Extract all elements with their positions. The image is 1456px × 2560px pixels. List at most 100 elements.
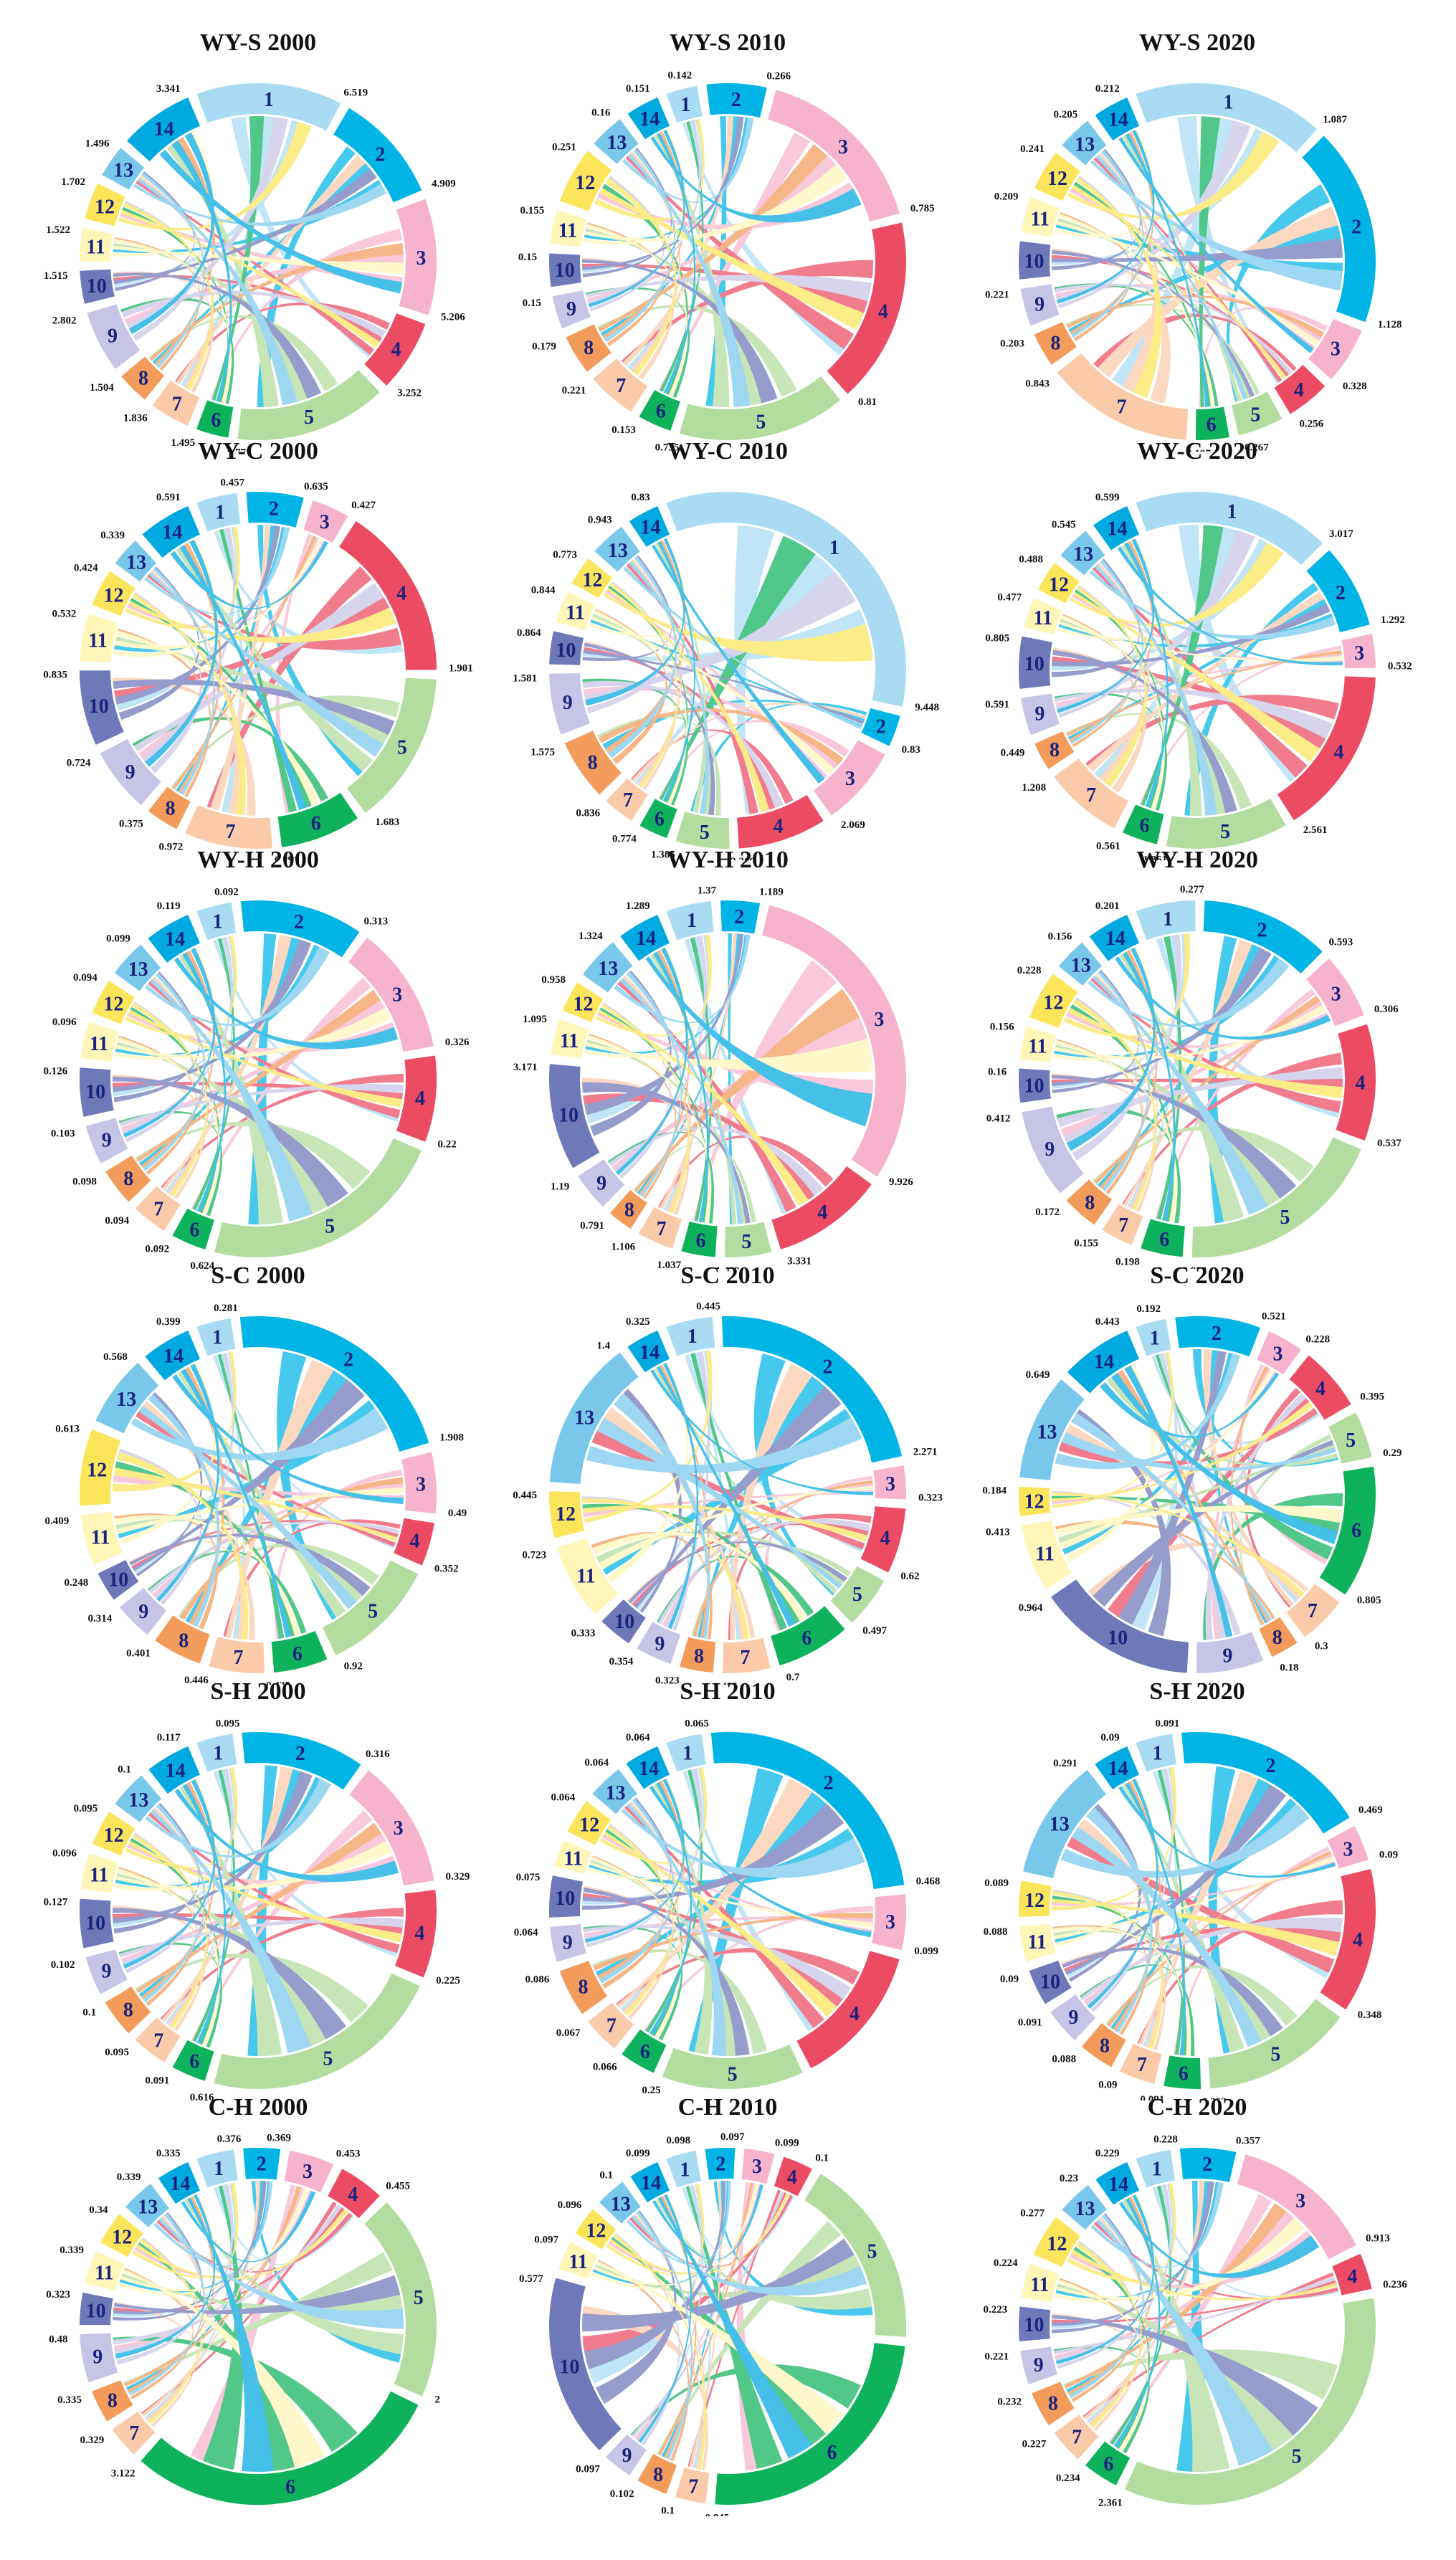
chord-ribbon	[584, 164, 847, 242]
segment-value-label: 0.49	[448, 1508, 467, 1519]
segment-label: 10	[1024, 2314, 1045, 2336]
segment-value-label: 1.095	[523, 1014, 547, 1025]
segment-value-label: 0.943	[588, 515, 612, 526]
segment-arc	[110, 2409, 158, 2457]
chord-diagram: 10.09120.46930.0940.34850.36260.09170.09…	[984, 1718, 1398, 2100]
segment-value-label: 1.37	[698, 885, 717, 897]
segment-arc	[619, 2027, 669, 2075]
segment-arc	[1088, 913, 1141, 963]
segment-label: 9	[563, 1932, 573, 1954]
chord-ribbon	[1094, 564, 1217, 816]
segment-value-label: 0.102	[610, 2488, 634, 2500]
segment-value-label: 0.201	[1095, 900, 1120, 912]
chord-ribbon	[690, 1353, 787, 1631]
chord-ribbon	[1052, 2280, 1336, 2323]
chord-ribbon	[159, 149, 403, 294]
segment-arc	[194, 900, 238, 943]
chord-ribbon	[126, 117, 288, 330]
segment-label: 8	[578, 1976, 588, 1999]
chord-ribbon	[586, 222, 664, 347]
chord-ribbon	[133, 184, 387, 227]
segment-label: 12	[103, 584, 123, 606]
chord-ribbon	[1098, 206, 1338, 378]
segment-value-label: 0.16	[591, 107, 611, 118]
segment-label: 6	[827, 2442, 837, 2464]
segment-label: 11	[88, 630, 107, 652]
chord-ribbon	[1226, 184, 1331, 402]
segment-label: 8	[588, 752, 598, 774]
segment-label: 12	[556, 1503, 576, 1526]
segment-arc	[576, 1157, 627, 1209]
chord-ribbon	[621, 1808, 865, 1878]
segment-label: 2	[1351, 216, 1361, 239]
segment-value-label: 0.401	[126, 1648, 151, 1660]
chord-ribbon	[113, 679, 395, 736]
chord-ribbon	[1138, 1771, 1259, 2045]
segment-label: 13	[598, 958, 618, 980]
segment-value-label: 0.098	[666, 2135, 690, 2146]
chord-ribbon	[684, 938, 792, 1214]
segment-arc	[1027, 971, 1080, 1030]
segment-arc	[1022, 596, 1065, 637]
chord-ribbon	[1062, 1947, 1283, 2037]
segment-value-label: 0.156	[1048, 931, 1072, 942]
ribbon-layer	[1052, 933, 1343, 1224]
chord-ribbon	[132, 594, 246, 816]
chord-ribbon	[624, 1805, 824, 2029]
segment-arc	[78, 1066, 116, 1119]
chord-ribbon	[1063, 1925, 1342, 1973]
segment-arc	[664, 2149, 703, 2190]
segment-value-label: 0.067	[556, 2027, 581, 2039]
chord-ribbon	[1056, 530, 1255, 710]
segment-value-label: 0.091	[1140, 2094, 1164, 2100]
segment-value-label: 0.328	[1343, 381, 1367, 392]
chord-ribbon	[1075, 2242, 1142, 2428]
segment-value-label: 0.09	[1379, 1849, 1398, 1860]
chord-ribbon	[150, 979, 313, 1222]
segment-value-label: 0.335	[156, 2148, 181, 2159]
segment-arc	[78, 267, 117, 306]
chord-ribbon	[179, 545, 307, 810]
segment-arc	[720, 1636, 773, 1675]
chord-ribbon	[693, 960, 837, 1222]
segment-value-label: 0.325	[626, 1316, 650, 1328]
chord-ribbon	[161, 1766, 293, 2022]
segment-arc	[345, 676, 438, 815]
segment-arc	[1120, 802, 1166, 846]
segment-label: 13	[128, 1789, 148, 1812]
segment-arc	[1194, 405, 1232, 442]
segment-arc	[399, 1450, 438, 1515]
chord-panel: C-H 2010 1 0.098 2 0.097 3 0.099 4 0.1 5 6 0.845 7 0.…	[491, 2093, 964, 2516]
chord-diagram: 1 6.519 2 4.909 3 5.206 4 3.252 5 6.775 6 1.495 7 1.8…	[44, 82, 465, 452]
chord-panel: C-H 2020 1 0.228 2 0.357 3 0.913 4 0.236 5 2.361 6 0…	[961, 2093, 1434, 2516]
chord-ribbon	[1053, 2276, 1336, 2355]
segment-arc	[591, 356, 650, 414]
chord-ribbon	[148, 1812, 400, 1954]
segment-arc	[581, 940, 635, 995]
segment-arc	[1060, 118, 1109, 168]
segment-arc	[1255, 1329, 1303, 1377]
chord-ribbon	[1119, 953, 1245, 1222]
segment-arc	[1326, 1410, 1374, 1465]
segment-arc	[394, 1054, 438, 1144]
segment-arc	[78, 1427, 123, 1508]
chord-ribbon	[1076, 177, 1162, 399]
segment-arc	[282, 2149, 336, 2194]
segment-value-label: 0.616	[190, 2092, 214, 2100]
segment-arc	[1138, 1217, 1187, 1259]
chord-ribbon	[1177, 116, 1281, 384]
segment-arc	[548, 1873, 585, 1919]
segment-value-label: 0.805	[1357, 1594, 1381, 1606]
panel-title: WY-H 2010	[667, 847, 789, 873]
ribbon-layer	[582, 525, 873, 816]
chord-ribbon	[149, 243, 404, 361]
segment-value-label: 0.117	[157, 1732, 181, 1743]
segment-label: 3	[874, 1009, 884, 1031]
chord-ribbon	[728, 933, 735, 1224]
segment-label: 7	[1072, 2427, 1082, 2449]
chord-ribbon	[1065, 713, 1252, 809]
segment-label: 6	[311, 813, 321, 835]
segment-arc	[859, 706, 903, 748]
chord-ribbon	[181, 1369, 291, 1638]
segment-arc	[1093, 1744, 1141, 1791]
